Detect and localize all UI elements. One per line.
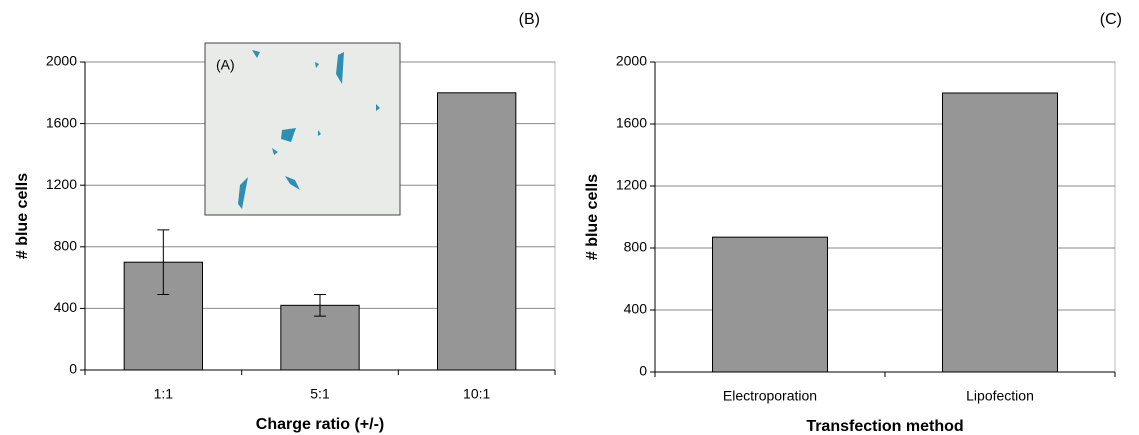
y-tick-label: 1200	[616, 177, 647, 193]
error-bar	[157, 229, 170, 296]
y-tick-label: 2000	[616, 53, 647, 69]
inset-photo: (A)	[204, 42, 401, 216]
y-tick-label: 1600	[616, 115, 647, 131]
y-tick-label: 400	[624, 301, 648, 317]
x-axis-title: Charge ratio (+/-)	[256, 416, 384, 433]
y-tick-label: 1600	[46, 114, 77, 130]
bar	[942, 92, 1058, 373]
panel-label: (B)	[519, 11, 540, 28]
panel-label: (C)	[1100, 11, 1122, 28]
bar	[712, 236, 828, 373]
y-axis-title: # blue cells	[584, 174, 601, 260]
error-bar	[314, 294, 326, 317]
x-tick-label: Lipofection	[966, 388, 1034, 404]
x-tick-label: 10:1	[463, 386, 490, 402]
y-tick-label: 800	[624, 239, 648, 255]
inset-frame	[204, 42, 401, 216]
x-tick-label: 1:1	[154, 386, 174, 402]
y-tick-label: 400	[54, 299, 78, 315]
y-axis-title: # blue cells	[14, 173, 31, 259]
y-tick-label: 0	[69, 361, 77, 377]
x-tick-label: Electroporation	[723, 388, 817, 404]
x-axis-title: Transfection method	[806, 418, 963, 435]
y-tick-label: 0	[639, 363, 647, 379]
y-tick-label: 1200	[46, 176, 77, 192]
y-tick-label: 800	[54, 238, 78, 254]
y-tick-label: 2000	[46, 53, 77, 69]
x-tick-label: 5:1	[310, 386, 330, 402]
inset-label: (A)	[216, 57, 235, 73]
bar	[437, 92, 517, 371]
